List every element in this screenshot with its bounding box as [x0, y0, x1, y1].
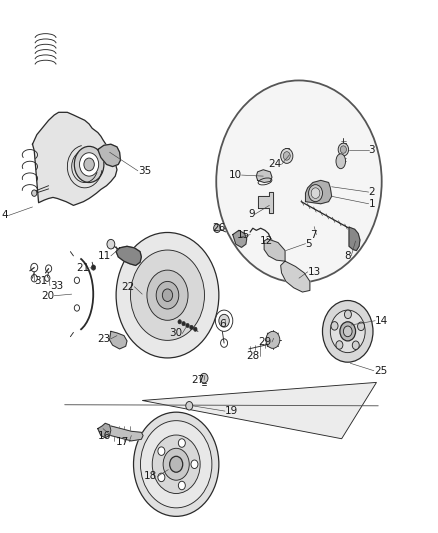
Circle shape	[178, 481, 185, 490]
Text: 5: 5	[305, 239, 311, 248]
Text: 22: 22	[121, 282, 134, 292]
Circle shape	[219, 314, 229, 327]
Circle shape	[357, 322, 364, 330]
Circle shape	[162, 289, 172, 302]
Circle shape	[339, 322, 355, 341]
Circle shape	[308, 184, 322, 201]
Text: 2: 2	[368, 187, 374, 197]
Polygon shape	[32, 112, 117, 205]
Polygon shape	[111, 426, 143, 441]
Text: 11: 11	[97, 251, 111, 261]
Circle shape	[152, 435, 200, 494]
Circle shape	[216, 80, 381, 282]
Circle shape	[163, 448, 189, 480]
Text: 1: 1	[368, 199, 374, 209]
Text: 19: 19	[224, 406, 238, 416]
Circle shape	[335, 341, 342, 349]
Circle shape	[158, 473, 165, 482]
Polygon shape	[305, 180, 331, 204]
Text: 35: 35	[138, 166, 151, 176]
Circle shape	[329, 310, 364, 353]
Circle shape	[116, 232, 219, 358]
Circle shape	[189, 325, 193, 329]
Circle shape	[130, 250, 204, 341]
Circle shape	[107, 239, 114, 249]
Circle shape	[280, 149, 292, 164]
Polygon shape	[232, 230, 246, 247]
Circle shape	[265, 332, 279, 349]
Circle shape	[337, 143, 348, 156]
Circle shape	[339, 146, 346, 154]
Text: 4: 4	[2, 211, 8, 221]
Circle shape	[213, 224, 220, 232]
Circle shape	[343, 326, 351, 337]
Text: 29: 29	[258, 337, 272, 347]
Text: 13: 13	[307, 267, 320, 277]
Text: 21: 21	[77, 263, 90, 272]
Text: 28: 28	[246, 351, 259, 361]
Circle shape	[185, 401, 192, 410]
Ellipse shape	[335, 154, 345, 168]
Text: 31: 31	[34, 277, 47, 286]
Polygon shape	[264, 239, 284, 261]
Text: 33: 33	[50, 281, 63, 290]
Text: 15: 15	[237, 230, 250, 240]
Circle shape	[191, 460, 198, 469]
Circle shape	[351, 341, 358, 350]
Circle shape	[140, 421, 212, 508]
Circle shape	[79, 153, 99, 176]
Polygon shape	[98, 423, 111, 438]
Polygon shape	[142, 382, 376, 439]
Text: 7: 7	[309, 230, 316, 240]
Circle shape	[311, 188, 319, 198]
Circle shape	[169, 456, 182, 472]
Text: 27: 27	[191, 375, 204, 385]
Text: 10: 10	[228, 170, 241, 180]
Text: 8: 8	[344, 251, 350, 261]
Text: 20: 20	[41, 290, 54, 301]
Circle shape	[193, 327, 197, 332]
Text: 24: 24	[268, 159, 281, 169]
Text: 30: 30	[169, 328, 182, 338]
Polygon shape	[256, 169, 272, 182]
Circle shape	[133, 412, 219, 516]
Circle shape	[177, 320, 181, 324]
Circle shape	[185, 324, 189, 328]
Text: 23: 23	[97, 334, 111, 344]
Circle shape	[158, 447, 165, 455]
Circle shape	[181, 321, 185, 326]
Text: 14: 14	[374, 316, 388, 326]
Circle shape	[74, 305, 79, 311]
Polygon shape	[258, 192, 272, 213]
Text: 9: 9	[247, 209, 254, 220]
Circle shape	[74, 277, 79, 284]
Text: 3: 3	[368, 144, 374, 155]
Circle shape	[91, 265, 95, 270]
Circle shape	[147, 270, 187, 320]
Text: 12: 12	[259, 236, 272, 246]
Text: 16: 16	[97, 431, 111, 441]
Circle shape	[74, 147, 104, 182]
Text: 26: 26	[212, 223, 225, 233]
Circle shape	[178, 439, 185, 447]
Polygon shape	[98, 144, 120, 166]
Polygon shape	[348, 227, 359, 251]
Circle shape	[322, 301, 372, 362]
Circle shape	[200, 373, 208, 383]
Polygon shape	[116, 246, 141, 265]
Circle shape	[283, 152, 290, 160]
Text: 17: 17	[116, 437, 129, 447]
Circle shape	[84, 158, 94, 171]
Text: 25: 25	[373, 366, 386, 376]
Text: 18: 18	[144, 472, 157, 481]
Text: 6: 6	[219, 319, 225, 329]
Circle shape	[32, 190, 37, 196]
Circle shape	[344, 310, 351, 319]
Polygon shape	[110, 332, 127, 349]
Circle shape	[215, 310, 232, 332]
Circle shape	[330, 321, 337, 330]
Polygon shape	[280, 261, 309, 292]
Circle shape	[156, 281, 178, 309]
